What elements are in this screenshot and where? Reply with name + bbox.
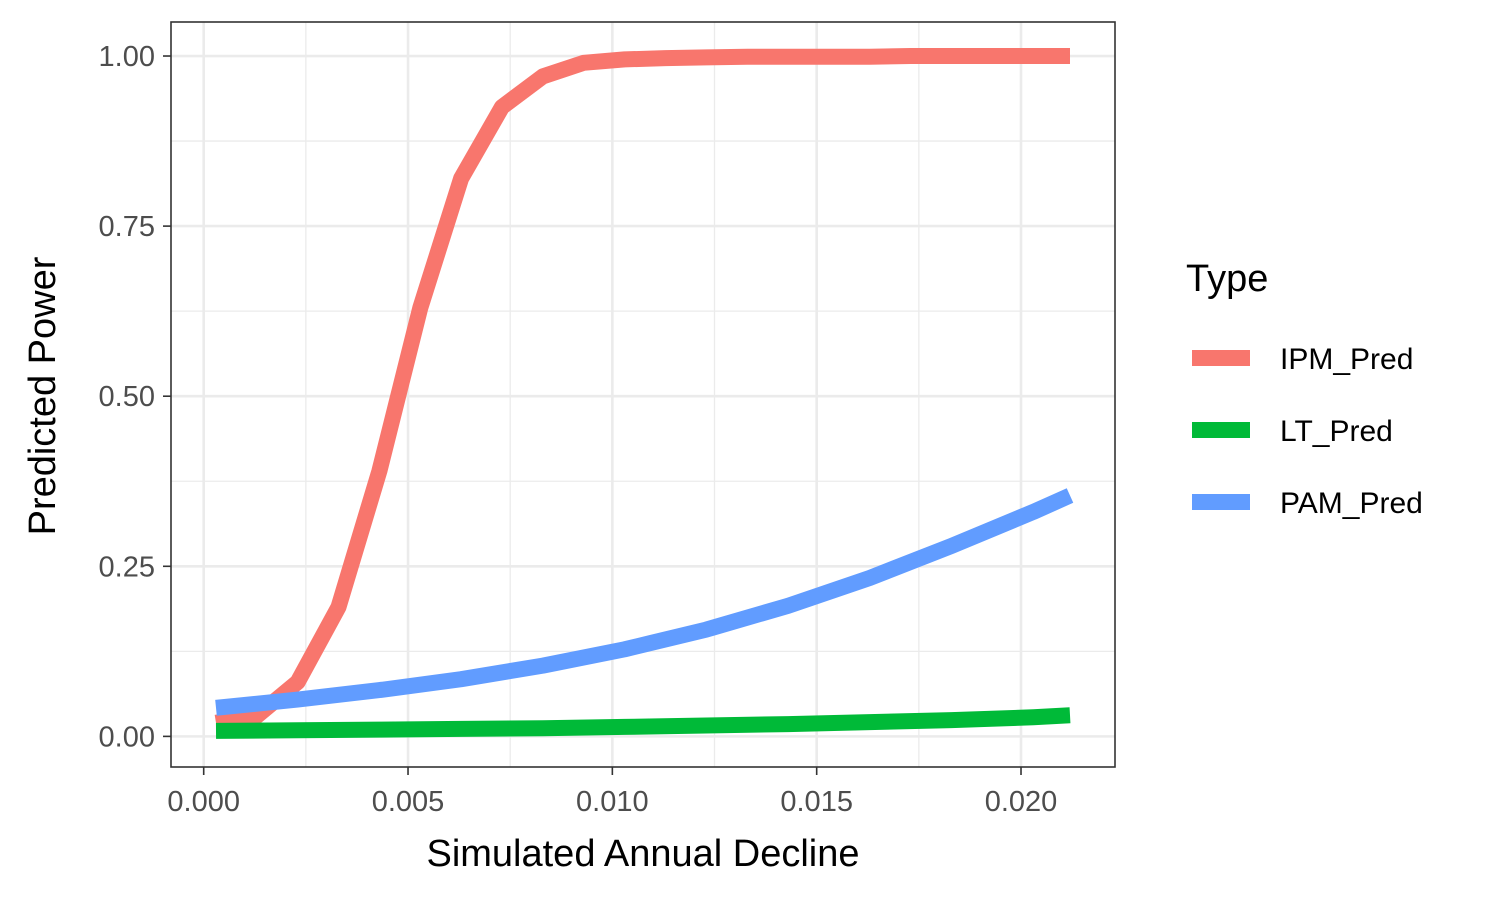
y-tick-label: 0.00 xyxy=(99,721,155,753)
x-tick-label: 0.010 xyxy=(576,786,649,818)
legend: Type IPM_Pred LT_Pred PAM_Pred xyxy=(1186,258,1423,520)
legend-label: PAM_Pred xyxy=(1280,487,1423,520)
y-tick-label: 0.50 xyxy=(99,381,155,413)
legend-items: IPM_Pred LT_Pred PAM_Pred xyxy=(1192,343,1423,520)
y-tick-label: 0.25 xyxy=(99,551,155,583)
x-tick-label: 0.015 xyxy=(780,786,853,818)
series-line-lt-pred xyxy=(215,707,1071,739)
legend-label: LT_Pred xyxy=(1280,415,1393,448)
x-axis-ticks: 0.000 0.005 0.010 0.015 0.020 xyxy=(167,767,1057,818)
series-line-pam-pred xyxy=(215,488,1074,716)
legend-title: Type xyxy=(1186,258,1268,300)
y-axis-ticks: 0.00 0.25 0.50 0.75 1.00 xyxy=(99,41,171,753)
x-axis-title: Simulated Annual Decline xyxy=(426,833,859,875)
y-tick-label: 1.00 xyxy=(99,41,155,73)
plot-panel-border xyxy=(170,21,1116,768)
x-tick-label: 0.005 xyxy=(372,786,445,818)
legend-label: IPM_Pred xyxy=(1280,343,1413,376)
x-tick-label: 0.000 xyxy=(167,786,240,818)
y-axis-title: Predicted Power xyxy=(22,256,64,535)
y-tick-label: 0.75 xyxy=(99,211,155,243)
series-lines xyxy=(214,48,1074,739)
x-tick-label: 0.020 xyxy=(985,786,1058,818)
series-line-ipm-pred xyxy=(214,48,1070,731)
